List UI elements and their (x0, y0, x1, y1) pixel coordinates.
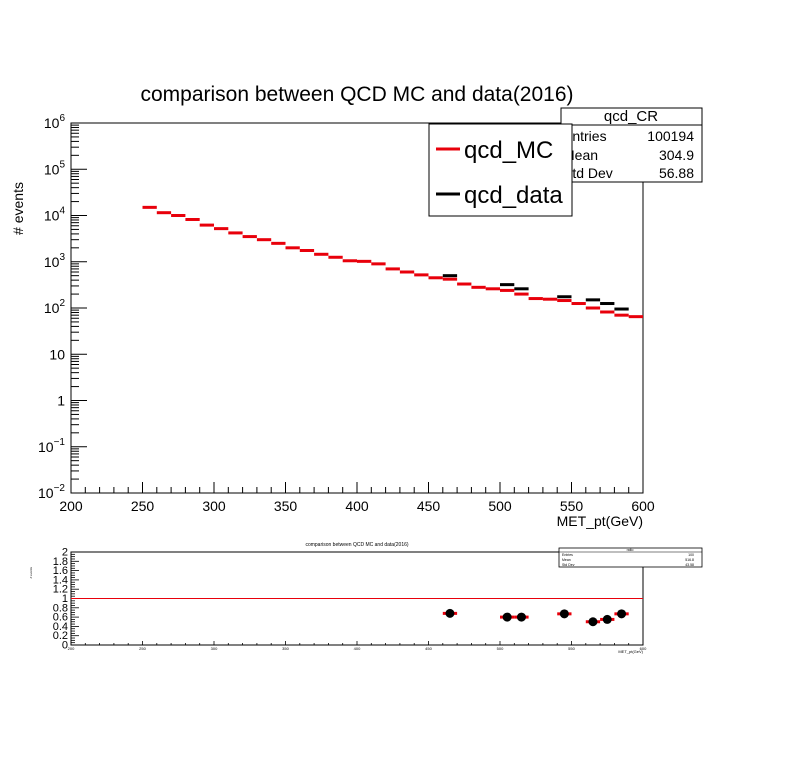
ratio-point (602, 614, 612, 624)
main-x-tick-label: 600 (631, 498, 655, 514)
main-x-tick-label: 500 (488, 498, 512, 514)
ratio-panel: comparison between QCD MC and data(2016)… (29, 542, 703, 654)
ratio-x-tick-label: 450 (425, 646, 432, 651)
main-ylabel: # events (10, 182, 26, 235)
ratio-stats-title: ratio (627, 548, 634, 552)
ratio-title: comparison between QCD MC and data(2016) (305, 542, 408, 548)
main-y-tick-label: 10−2 (38, 483, 65, 501)
main-x-tick-label: 350 (274, 498, 298, 514)
ratio-y-tick-label: 2 (62, 547, 68, 559)
ratio-y-tick-label: 0.8 (53, 602, 68, 614)
main-y-tick-label: 103 (44, 252, 66, 270)
main-x-tick-label: 450 (417, 498, 441, 514)
ratio-point (559, 609, 569, 619)
ratio-stats-stddev-label: Std Dev (562, 563, 575, 567)
main-stats-entries-label: Entries (563, 128, 607, 144)
ratio-x-tick-label: 500 (497, 646, 504, 651)
main-x-tick-labels: 200 250 300 350 400 450 500 550 600 (59, 498, 655, 514)
ratio-point (588, 617, 598, 627)
ratio-x-tick-labels: 200 250 300 350 400 450 500 550 600 (68, 646, 647, 651)
ratio-y-tick-label: 0 (62, 640, 68, 652)
main-y-tick-label: 1 (57, 393, 65, 409)
main-xlabel: MET_pt(GeV) (557, 513, 643, 529)
ratio-x-tick-label: 350 (282, 646, 289, 651)
ratio-point (516, 612, 526, 622)
main-legend: qcd_MC qcd_data (428, 123, 573, 217)
main-x-tick-label: 400 (345, 498, 369, 514)
ratio-x-tick-label: 550 (568, 646, 575, 651)
ratio-series-marks (442, 608, 629, 627)
main-x-tick-label: 550 (560, 498, 584, 514)
main-stats-box: qcd_CR Entries 100194 Mean 304.9 Std Dev… (560, 107, 703, 183)
ratio-y-tick-label: 0.2 (53, 630, 68, 642)
main-y-tick-label: 105 (44, 159, 66, 177)
ratio-point (502, 612, 512, 622)
ratio-stats-entries-value: 100 (688, 553, 694, 557)
main-y-tick-label: 104 (44, 206, 66, 224)
main-x-tick-label: 250 (131, 498, 155, 514)
ratio-stats-mean-label: Mean (562, 558, 571, 562)
ratio-point (445, 608, 455, 618)
ratio-ylabel: # events (29, 567, 33, 579)
main-axis-ticks (70, 122, 644, 494)
ratio-x-tick-label: 300 (211, 646, 218, 651)
ratio-xlabel: MET_pt(GeV) (618, 649, 643, 654)
ratio-y-tick-label: 0.4 (53, 621, 68, 633)
main-stats-entries-value: 100194 (647, 128, 694, 144)
main-stats-stddev-value: 56.88 (659, 165, 694, 181)
main-y-tick-label: 102 (44, 298, 66, 316)
main-y-tick-label: 10 (49, 346, 65, 362)
ratio-x-tick-label: 250 (139, 646, 146, 651)
main-x-tick-label: 200 (59, 498, 83, 514)
main-x-tick-label: 300 (202, 498, 226, 514)
ratio-y-tick-label: 1.2 (53, 584, 68, 596)
legend-data-label: qcd_data (464, 182, 563, 209)
main-stats-title: qcd_CR (604, 108, 658, 125)
main-stats-stddev-label: Std Dev (563, 165, 613, 181)
ratio-stats-stddev-value: 43.58 (685, 563, 694, 567)
main-title: comparison between QCD MC and data(2016) (140, 83, 573, 106)
ratio-stats-box: ratio Entries 100 Mean 516.8 Std Dev 43.… (558, 547, 703, 568)
main-series-marks (142, 205, 643, 319)
main-y-tick-label: 106 (44, 113, 66, 131)
ratio-y-tick-label: 1.6 (53, 565, 68, 577)
ratio-axis-ticks (70, 551, 644, 646)
ratio-y-tick-label: 1 (62, 593, 68, 605)
ratio-stats-entries-label: Entries (562, 553, 573, 557)
ratio-y-tick-labels: 00.20.40.60.811.21.41.61.82 (53, 547, 68, 652)
main-panel: comparison between QCD MC and data(2016)… (10, 83, 703, 529)
ratio-stats-mean-value: 516.8 (685, 558, 694, 562)
ratio-y-tick-label: 1.4 (53, 574, 68, 586)
main-stats-mean-value: 304.9 (659, 147, 694, 163)
ratio-x-tick-label: 600 (640, 646, 647, 651)
main-y-tick-labels: 10−2 10−1 1 10 102 103 104 105 106 (38, 113, 65, 501)
ratio-x-tick-label: 200 (68, 646, 75, 651)
ratio-y-tick-label: 0.6 (53, 612, 68, 624)
ratio-point (617, 609, 627, 619)
ratio-x-tick-label: 400 (354, 646, 361, 651)
ratio-y-tick-label: 1.8 (53, 556, 68, 568)
legend-mc-label: qcd_MC (464, 137, 553, 164)
main-y-tick-label: 10−1 (38, 437, 65, 455)
